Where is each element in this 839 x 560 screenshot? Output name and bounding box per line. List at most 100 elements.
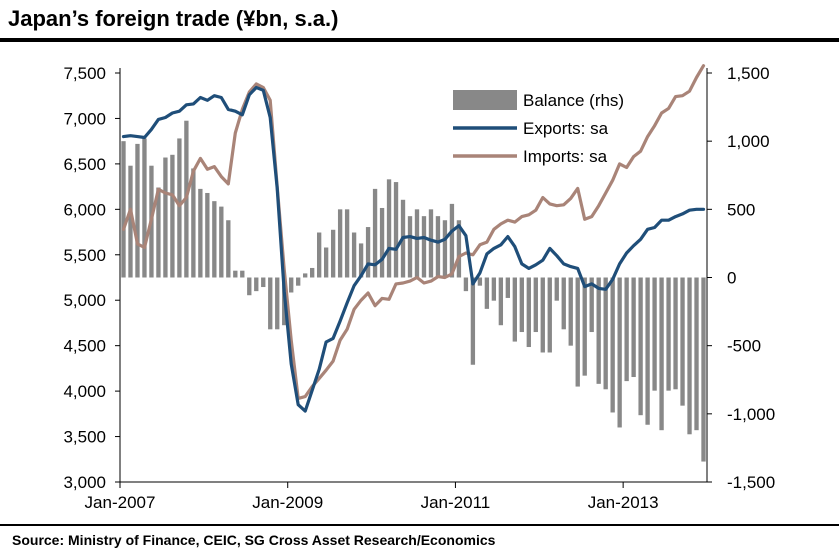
balance-bar xyxy=(435,216,441,278)
y-left-tick-label: 4,500 xyxy=(63,337,106,356)
balance-bar xyxy=(247,277,252,296)
balance-bar xyxy=(177,138,182,278)
y-right-tick-label: -1,000 xyxy=(727,405,775,424)
chart-title: Japan’s foreign trade (¥bn, s.a.) xyxy=(8,6,339,31)
source-note: Source: Ministry of Finance, CEIC, SG Cr… xyxy=(12,532,496,548)
balance-bar xyxy=(470,277,476,365)
balance-bar xyxy=(330,229,336,278)
balance-bar xyxy=(212,201,217,278)
balance-bar xyxy=(344,209,350,278)
balance-bar xyxy=(589,277,594,333)
balance-bar xyxy=(421,216,427,278)
balance-bar xyxy=(449,203,455,278)
balance-bar xyxy=(219,206,224,278)
balance-bar xyxy=(498,277,504,326)
balance-bar xyxy=(163,157,168,278)
exports-line xyxy=(121,85,706,413)
legend-label-balance: Balance (rhs) xyxy=(523,91,624,110)
x-tick-label: Jan-2007 xyxy=(85,493,156,512)
balance-bar xyxy=(379,207,385,278)
balance-bar xyxy=(337,209,343,278)
balance-bar xyxy=(456,220,462,278)
balance-bar xyxy=(526,277,531,348)
balance-bar xyxy=(261,277,266,288)
y-right-tick-label: 1,000 xyxy=(727,132,770,151)
title-rule xyxy=(0,38,839,42)
balance-bar xyxy=(358,243,364,278)
balance-bar xyxy=(191,168,196,278)
balance-bar xyxy=(310,267,315,278)
balance-bar xyxy=(205,192,210,278)
balance-bar xyxy=(512,277,517,342)
balance-bar xyxy=(575,277,580,387)
balance-bar xyxy=(351,232,357,278)
y-right-tick-label: 0 xyxy=(727,269,736,288)
balance-bar xyxy=(170,154,175,278)
balance-bar xyxy=(198,188,203,278)
x-tick-label: Jan-2009 xyxy=(252,493,323,512)
balance-bar xyxy=(554,277,559,301)
balance-bar xyxy=(638,277,643,416)
balance-bar xyxy=(673,277,678,390)
balance-bar xyxy=(240,270,245,278)
balance-bar xyxy=(323,247,329,278)
balance-bar xyxy=(547,277,552,353)
balance-bar xyxy=(680,277,685,406)
y-left-tick-label: 4,000 xyxy=(63,382,106,401)
y-left-tick-label: 6,000 xyxy=(63,200,106,219)
balance-bar xyxy=(296,277,301,286)
balance-bar xyxy=(666,277,671,391)
balance-bar xyxy=(393,182,399,278)
balance-bar xyxy=(463,277,469,292)
y-left-tick-label: 7,500 xyxy=(63,64,106,83)
x-tick-label: Jan-2011 xyxy=(421,493,491,512)
legend-label-exports: Exports: sa xyxy=(523,119,609,138)
balance-bar xyxy=(254,277,259,292)
balance-bar xyxy=(142,138,147,278)
balance-bar xyxy=(624,277,629,382)
balance-bar xyxy=(582,277,587,376)
balance-bar xyxy=(226,220,231,278)
trade-chart: 3,000 3,500 4,000 4,500 5,000 5,500 6,000 6,500… xyxy=(63,64,775,512)
balance-bar xyxy=(275,277,280,330)
balance-bar xyxy=(652,277,657,391)
y-right-tick-label: -1,500 xyxy=(727,473,775,492)
balance-bar xyxy=(484,277,490,309)
balance-bar xyxy=(491,277,497,301)
y-right-tick-label: 500 xyxy=(727,200,755,219)
balance-bar xyxy=(316,232,322,278)
balance-bar xyxy=(568,277,573,346)
x-tick-label: Jan-2013 xyxy=(588,493,659,512)
balance-bar xyxy=(533,277,538,333)
balance-bar xyxy=(561,277,566,330)
source-rule xyxy=(0,524,839,526)
imports-line xyxy=(121,64,706,400)
y-left-tick-label: 3,000 xyxy=(63,473,106,492)
legend-swatch-balance xyxy=(453,90,517,110)
y-left-tick-label: 7,000 xyxy=(63,109,106,128)
balance-bar xyxy=(135,143,140,278)
balance-bar xyxy=(610,277,615,413)
balance-bar xyxy=(540,277,545,353)
balance-bar xyxy=(365,227,371,278)
balance-bar xyxy=(268,277,273,330)
y-left-tick-label: 5,000 xyxy=(63,291,106,310)
balance-bar xyxy=(631,277,636,378)
balance-bar xyxy=(121,141,126,278)
y-right-tick-label: 1,500 xyxy=(727,64,770,83)
balance-bar xyxy=(407,216,413,278)
balance-bar xyxy=(428,209,434,278)
balance-bar xyxy=(505,277,511,298)
balance-bar xyxy=(659,277,664,431)
balance-bar xyxy=(694,277,699,431)
balance-bar xyxy=(596,277,601,384)
balance-bar xyxy=(687,277,692,435)
balance-bar xyxy=(303,273,308,278)
balance-bar xyxy=(156,187,161,278)
balance-bar xyxy=(386,179,392,278)
balance-bar xyxy=(128,165,133,278)
balance-bar xyxy=(372,188,378,278)
balance-bar xyxy=(617,277,622,428)
y-left-tick-label: 5,500 xyxy=(63,246,106,265)
balance-bar xyxy=(603,277,608,390)
